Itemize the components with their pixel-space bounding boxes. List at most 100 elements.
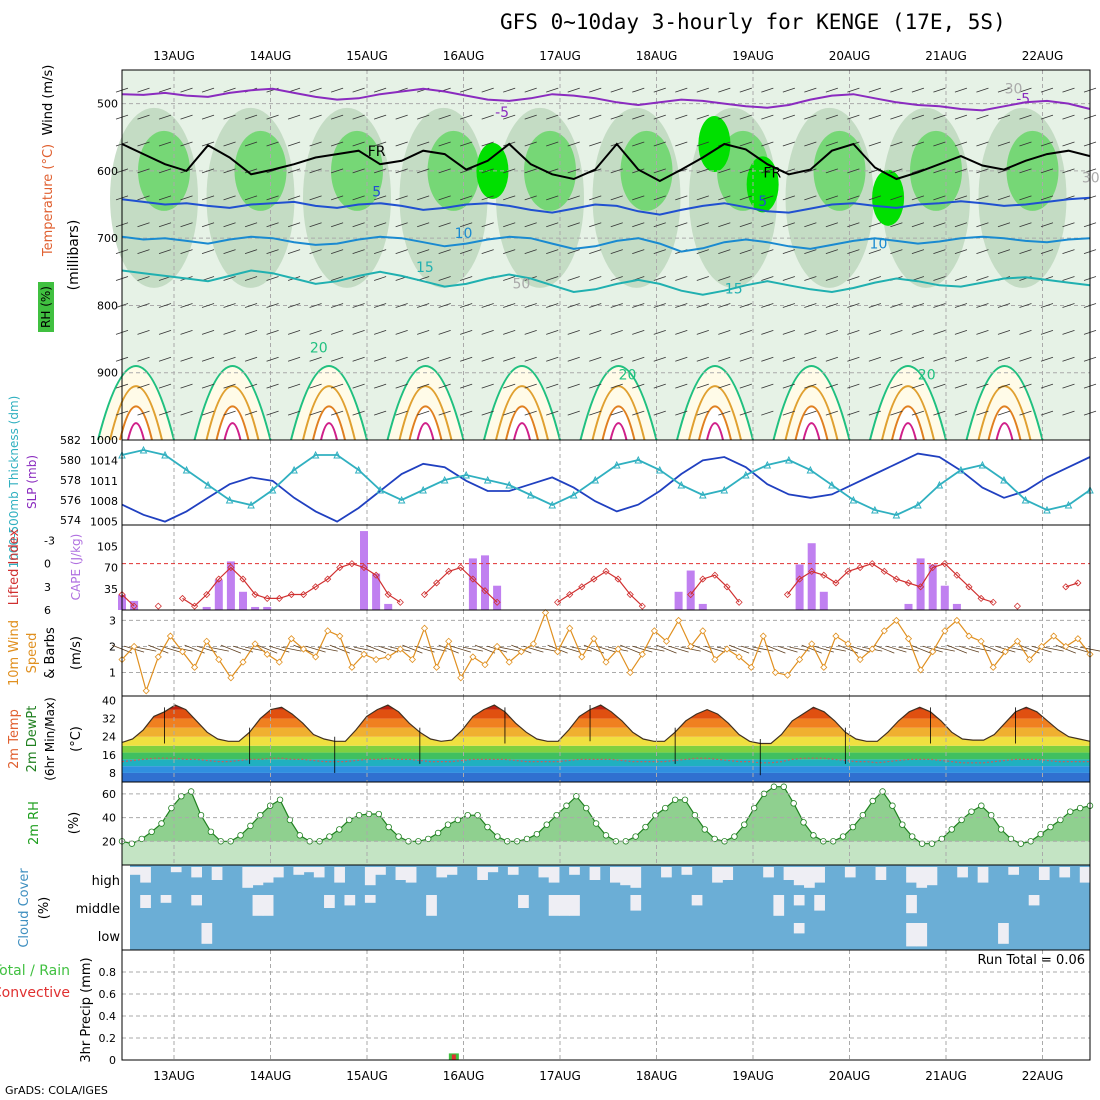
wind-barb bbox=[309, 141, 322, 147]
wind-barb bbox=[546, 249, 559, 255]
wind-barb bbox=[223, 249, 236, 255]
wind-barb bbox=[352, 141, 365, 147]
isotherm-20 bbox=[869, 365, 947, 441]
wind-barb bbox=[1040, 356, 1054, 362]
wind-barb bbox=[481, 141, 494, 147]
lifted-index-point bbox=[396, 598, 404, 606]
wind-barb bbox=[352, 114, 365, 120]
wind-barb bbox=[266, 195, 279, 201]
lifted-index-point bbox=[324, 575, 332, 583]
wind-barb bbox=[223, 114, 236, 120]
isotherm-35 bbox=[802, 422, 821, 441]
wind-barb bbox=[417, 383, 430, 389]
temp-tick: 24 bbox=[102, 731, 116, 744]
wind-barb bbox=[1019, 114, 1032, 120]
rh-point bbox=[395, 833, 402, 840]
wind-barb bbox=[595, 645, 617, 653]
thickness-point bbox=[914, 500, 922, 509]
thickness-tick: 574 bbox=[60, 514, 81, 527]
wind-speed-point bbox=[348, 663, 356, 671]
wind-barb bbox=[761, 410, 774, 416]
rh-point bbox=[563, 802, 570, 809]
wind-barb bbox=[718, 249, 731, 255]
lifted-index-point bbox=[227, 563, 235, 572]
cloud-gap bbox=[722, 867, 734, 880]
lifted-index-point bbox=[941, 560, 949, 568]
isotherm-20 bbox=[290, 365, 368, 441]
cloud-gap bbox=[661, 867, 672, 878]
wind-barb bbox=[954, 356, 968, 362]
lifted-index-point bbox=[299, 590, 308, 599]
wind-barb bbox=[330, 276, 344, 281]
wind-barb bbox=[503, 303, 516, 308]
wind-barb bbox=[1062, 168, 1075, 174]
wind-barb bbox=[352, 383, 365, 389]
cloud-gap bbox=[793, 895, 805, 906]
wind-barb bbox=[330, 410, 344, 416]
wind-speed-point bbox=[989, 663, 997, 671]
lifted-index-point bbox=[578, 583, 586, 591]
wind-barb bbox=[559, 645, 580, 653]
wind-barb bbox=[675, 356, 688, 362]
wind-speed-point bbox=[771, 668, 779, 677]
wind-barb bbox=[395, 383, 408, 389]
wind-barb bbox=[503, 410, 516, 416]
wind-barb bbox=[481, 329, 494, 335]
wind-barb bbox=[481, 195, 494, 201]
wind-barb bbox=[438, 410, 451, 416]
wind-barb bbox=[976, 410, 989, 416]
wind-barb bbox=[503, 114, 516, 120]
wind-barb bbox=[309, 356, 322, 362]
wind-barb bbox=[244, 141, 258, 147]
wind-barb bbox=[610, 195, 623, 201]
thickness-point bbox=[720, 485, 729, 494]
ylabel-temperature: Temperature (°C) bbox=[41, 144, 56, 257]
wind-barb bbox=[933, 87, 946, 93]
day-label-top: 21AUG bbox=[925, 49, 967, 63]
wind-barb bbox=[696, 329, 709, 335]
slp-tick: 1011 bbox=[90, 475, 118, 488]
day-label-top: 22AUG bbox=[1022, 49, 1064, 63]
wind-speed-point bbox=[1074, 635, 1082, 643]
wind-barb bbox=[223, 195, 236, 201]
wind-barb bbox=[632, 356, 645, 362]
wind-barb bbox=[499, 646, 520, 652]
lifted-index-point bbox=[433, 579, 441, 587]
cloud-gap bbox=[262, 867, 274, 883]
wind-barb bbox=[137, 249, 150, 255]
lifted-index-point bbox=[493, 598, 501, 606]
wind-barb bbox=[395, 329, 408, 335]
lifted-index-point bbox=[469, 575, 477, 583]
wind-speed-point bbox=[856, 655, 864, 664]
cape-tick: 105 bbox=[97, 540, 118, 553]
wind-speed-point bbox=[1025, 655, 1034, 664]
precip-convective-bar bbox=[451, 1054, 456, 1060]
ylabel-speed: Speed bbox=[25, 633, 40, 674]
wind-barb bbox=[911, 329, 925, 335]
day-label-bottom: 21AUG bbox=[925, 1069, 967, 1083]
wind-barb bbox=[976, 383, 989, 389]
wind-barb bbox=[632, 222, 645, 228]
wind-barb bbox=[1062, 87, 1075, 93]
wind-barb bbox=[269, 645, 290, 653]
wind-barb bbox=[825, 141, 838, 147]
cloud-gap bbox=[1079, 867, 1091, 883]
wind-barb bbox=[782, 410, 795, 416]
wind-barb bbox=[330, 195, 344, 201]
wind-barb bbox=[911, 114, 925, 120]
wind-speed-point bbox=[529, 640, 537, 648]
wind-barb bbox=[589, 329, 602, 335]
thickness-point bbox=[204, 480, 212, 489]
wind-barb bbox=[244, 195, 258, 201]
thickness-point bbox=[440, 475, 449, 484]
wind-barb bbox=[954, 249, 968, 255]
lifted-index-point bbox=[783, 590, 792, 599]
ylabel-convective: Convective bbox=[0, 985, 70, 1001]
wind-barb bbox=[1040, 141, 1054, 147]
wind-barb bbox=[287, 114, 301, 120]
wind-barb bbox=[890, 249, 903, 255]
wind-barb bbox=[287, 249, 301, 255]
wind-barb bbox=[911, 87, 925, 93]
lifted-index-point bbox=[554, 598, 562, 606]
thickness-point bbox=[785, 455, 793, 464]
